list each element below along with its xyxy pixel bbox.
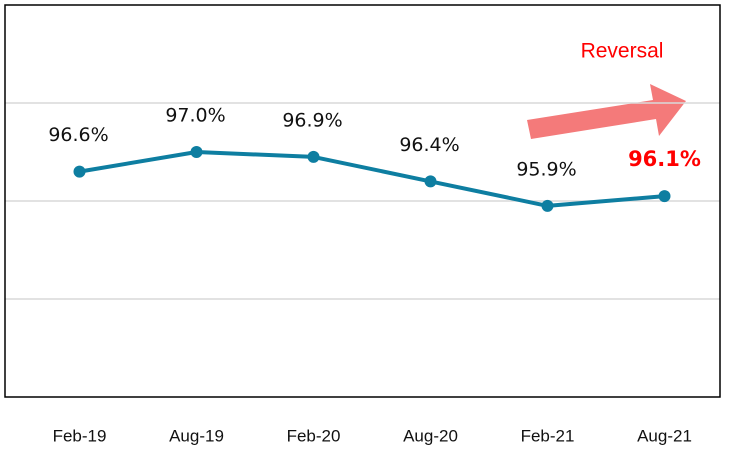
x-tick-label: Feb-20 <box>287 426 341 445</box>
point <box>424 175 437 188</box>
data-label: 95.9% <box>516 158 576 180</box>
point <box>541 199 554 212</box>
point <box>658 190 671 203</box>
plot-frame <box>4 4 721 398</box>
series-line <box>79 150 665 208</box>
x-tick-label: Aug-19 <box>169 426 224 445</box>
annotation: Reversal <box>581 40 664 63</box>
data-label: 96.4% <box>399 134 459 156</box>
x-tick-label: Feb-21 <box>521 426 575 445</box>
x-tick-label: Aug-20 <box>403 426 458 445</box>
data-label: 97.0% <box>165 105 225 127</box>
point <box>73 165 86 178</box>
point <box>190 146 203 158</box>
reversal-arrow <box>527 84 686 139</box>
data-label: 96.9% <box>282 109 342 131</box>
x-tick-label: Aug-21 <box>637 426 692 445</box>
data-label: 96.6% <box>48 124 108 146</box>
point <box>307 150 320 163</box>
x-tick-label: Feb-19 <box>53 426 107 445</box>
data-label: 96.1% <box>628 147 701 171</box>
